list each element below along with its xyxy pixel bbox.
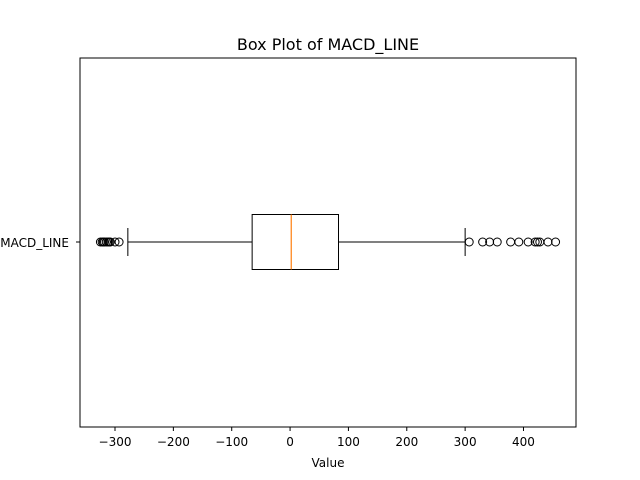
outlier-point	[105, 237, 115, 247]
outlier-point	[492, 237, 502, 247]
outlier-point	[551, 237, 561, 247]
outlier-point	[478, 237, 488, 247]
x-tick-label: 400	[512, 435, 535, 449]
x-tick-label: 200	[395, 435, 418, 449]
x-tick-label: 300	[454, 435, 477, 449]
x-tick-label: 100	[337, 435, 360, 449]
iqr-box	[251, 214, 340, 270]
outlier-point	[514, 237, 524, 247]
x-tick-label: −100	[215, 435, 248, 449]
x-axis-ticks: −300 −200 −100 0 100 200 300 400	[76, 241, 535, 449]
outlier-point	[464, 237, 474, 247]
outlier-point	[523, 237, 533, 247]
chart-title: Box Plot of MACD_LINE	[237, 35, 419, 55]
x-axis-label: Value	[312, 456, 345, 470]
outlier-point	[110, 237, 120, 247]
outlier-point	[506, 237, 516, 247]
x-tick-label: 0	[286, 435, 294, 449]
outlier-point	[114, 237, 124, 247]
box-group	[95, 214, 561, 270]
outlier-point	[543, 237, 553, 247]
x-tick-label: −300	[99, 435, 132, 449]
outlier-point	[530, 237, 540, 247]
outlier-point	[532, 237, 542, 247]
y-tick-label-macd-line: MACD_LINE	[0, 236, 69, 250]
x-tick-label: −200	[157, 435, 190, 449]
